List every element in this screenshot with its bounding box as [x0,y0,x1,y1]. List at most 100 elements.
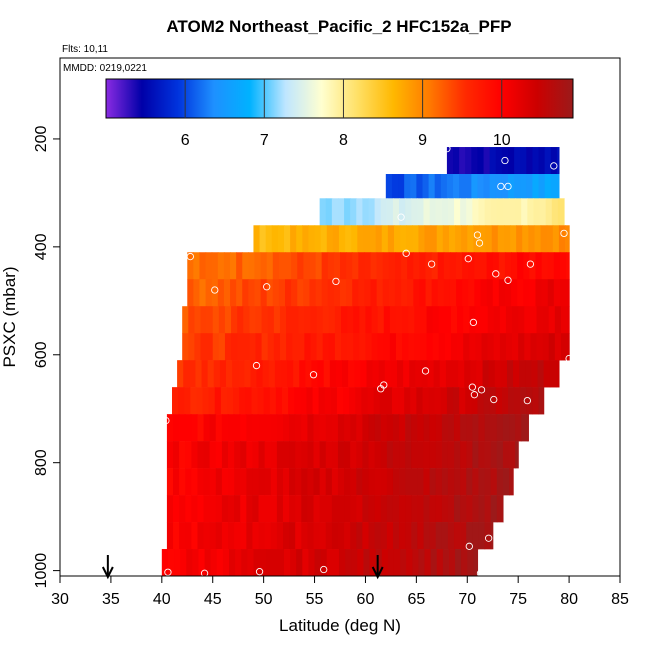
heatmap-cell [243,333,250,361]
heatmap-cell [550,147,558,175]
heatmap-cell [517,252,524,280]
heatmap-cell [206,306,214,334]
sample-point [397,213,405,221]
heatmap-cell [302,549,310,577]
heatmap-cell [246,414,254,442]
heatmap-cell [269,387,277,415]
heatmap-cell [477,147,485,175]
y-tick-label: 1000 [33,553,50,589]
heatmap-cell [355,387,362,415]
heatmap-cell [438,306,446,334]
heatmap-cell [188,333,195,361]
heatmap-cell [472,414,480,442]
heatmap-cell [352,252,359,280]
heatmap-cell [380,198,388,226]
heatmap-cell [248,279,256,307]
heatmap-cell [429,441,437,469]
heatmap-cell [560,306,568,334]
heatmap-cell [436,225,444,253]
sample-point [164,568,172,576]
heatmap-cell [504,252,512,280]
heatmap-cell [400,549,407,577]
heatmap-cell [320,549,328,577]
heatmap-cell [323,360,331,388]
heatmap-cell [454,522,461,550]
heatmap-cell [338,549,346,577]
heatmap-cell [218,333,226,361]
heatmap-cell [197,522,205,550]
heatmap-cell [253,225,261,253]
heatmap-cell [388,279,396,307]
heatmap-cell [511,252,518,280]
heatmap-cell [366,360,374,388]
heatmap-cell [332,549,340,577]
heatmap-cell [313,414,321,442]
heatmap-cell [229,549,236,577]
heatmap-cell [499,333,507,361]
heatmap-cell [332,225,340,253]
heatmap-cell [386,414,394,442]
heatmap-cell [361,387,369,415]
sample-point [377,385,385,393]
heatmap-cell [267,333,275,361]
heatmap-cell [368,522,376,550]
heatmap-cell [368,468,376,496]
heatmap-cell [231,306,238,334]
heatmap-cell [468,279,475,307]
heatmap-cell [560,333,568,361]
heatmap-cell [197,495,205,523]
heatmap-cell [174,549,181,577]
heatmap-cell [322,333,330,361]
x-tick-label: 55 [306,591,324,608]
heatmap-cell [220,387,228,415]
sample-point [485,534,493,542]
heatmap-cell [166,495,174,523]
heatmap-cell [246,522,254,550]
heatmap-cell [205,279,213,307]
heatmap-cell [514,147,521,175]
heatmap-cell [551,198,559,226]
sample-point [211,286,219,294]
heatmap-cell [215,495,223,523]
sample-arrow [101,555,114,580]
heatmap-cell [300,387,307,415]
heatmap-cell [356,198,363,226]
heatmap-cell [216,549,224,577]
heatmap-cell [226,387,234,415]
heatmap-cell [365,333,373,361]
heatmap-cell [470,360,478,388]
heatmap-cell [565,225,570,253]
heatmap-cell [381,549,389,577]
heatmap-cell [218,306,226,334]
heatmap-cell [329,360,337,388]
heatmap-cell [337,198,345,226]
heatmap-cell [203,441,211,469]
heatmap-cell [357,549,365,577]
heatmap-cell [281,387,289,415]
heatmap-cell [423,441,431,469]
heatmap-cell [206,333,214,361]
heatmap-cell [221,468,229,496]
heatmap-cell [166,414,174,442]
x-tick-label: 70 [458,591,476,608]
heatmap-cell [553,252,561,280]
sample-point [255,568,264,576]
heatmap-cell [538,147,546,175]
heatmap-cell [496,198,504,226]
heatmap-cell [454,495,461,523]
heatmap-cell [270,468,278,496]
heatmap-cell [556,147,560,175]
heatmap-cell [334,306,342,334]
heatmap-cell [293,360,300,388]
heatmap-cell [478,441,486,469]
heatmap-cell [350,522,357,550]
heatmap-cell [315,252,323,280]
heatmap-cell [448,549,456,577]
heatmap-cell [219,360,227,388]
heatmap-cell [411,414,418,442]
heatmap-cell [362,441,370,469]
heatmap-cell [325,522,333,550]
heatmap-cell [557,198,565,226]
heatmap-cell [301,495,309,523]
heatmap-cell [328,306,336,334]
